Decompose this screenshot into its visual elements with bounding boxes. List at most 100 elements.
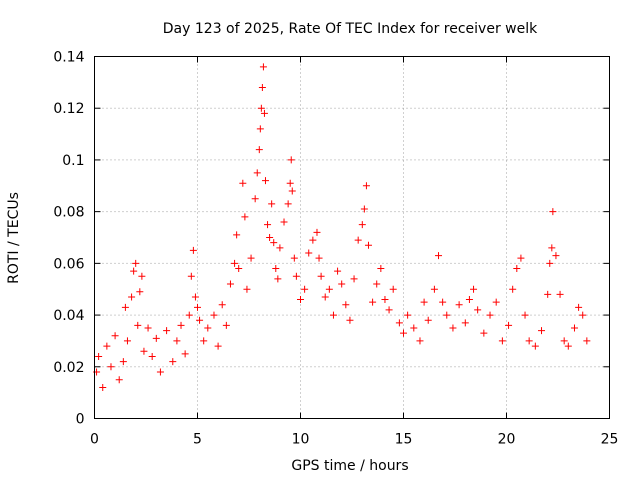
data-point: [317, 272, 325, 280]
data-point: [517, 254, 525, 262]
y-tick-label: 0: [76, 412, 85, 428]
data-point: [132, 259, 140, 267]
data-point: [325, 285, 333, 293]
data-point: [400, 329, 407, 337]
data-point: [544, 290, 552, 298]
data-point: [498, 337, 506, 345]
x-tick-label: 0: [90, 432, 99, 448]
y-tick-label: 0.14: [53, 50, 84, 66]
data-point: [329, 311, 337, 319]
data-point: [575, 303, 583, 311]
data-point: [274, 275, 282, 283]
data-point: [288, 187, 296, 195]
x-axis-title: GPS time / hours: [291, 458, 408, 474]
data-point: [364, 241, 372, 249]
data-point: [381, 296, 389, 304]
data-point: [385, 306, 393, 314]
data-point: [509, 285, 517, 293]
y-tick-label: 0.12: [53, 101, 84, 117]
data-point: [354, 236, 362, 244]
data-point: [549, 208, 557, 216]
x-tick-label: 10: [292, 432, 310, 448]
data-point: [130, 267, 138, 275]
data-point: [570, 324, 578, 332]
data-point: [152, 334, 160, 342]
data-point: [241, 213, 249, 221]
data-point: [321, 293, 329, 301]
data-point: [377, 265, 385, 273]
data-point: [123, 337, 131, 345]
data-point: [253, 169, 261, 177]
data-point: [169, 358, 177, 366]
data-point: [257, 104, 265, 112]
grid: [94, 56, 610, 419]
data-point: [226, 280, 234, 288]
data-point: [309, 236, 317, 244]
data-point: [261, 177, 269, 185]
data-point: [505, 321, 513, 329]
data-point: [140, 347, 148, 355]
data-point: [410, 324, 418, 332]
data-point: [103, 342, 111, 350]
data-point: [136, 288, 144, 296]
data-point: [334, 267, 342, 275]
data-point: [297, 296, 304, 304]
data-point: [538, 327, 546, 335]
data-point: [270, 239, 278, 247]
data-point: [138, 272, 146, 280]
data-point: [560, 337, 568, 345]
data-point: [233, 231, 241, 239]
data-point: [191, 293, 199, 301]
data-point: [546, 259, 554, 267]
data-point: [346, 316, 354, 324]
data-point: [284, 200, 292, 208]
data-point: [200, 337, 208, 345]
y-axis: 0 0.02 0.04 0.06 0.08 0.1 0.12 0.14: [53, 50, 610, 428]
data-point: [564, 342, 572, 350]
data-point: [465, 296, 473, 304]
data-point: [362, 182, 370, 190]
data-point: [276, 244, 284, 252]
data-point: [247, 254, 255, 262]
data-point: [134, 321, 142, 329]
data-point: [439, 298, 447, 306]
data-point: [338, 280, 346, 288]
data-point: [435, 252, 443, 260]
data-point: [521, 311, 529, 319]
data-point: [430, 285, 438, 293]
data-point: [404, 311, 412, 319]
data-point: [156, 368, 164, 376]
data-point: [280, 218, 288, 226]
data-point: [486, 311, 494, 319]
data-point: [583, 337, 591, 345]
data-point: [251, 195, 259, 203]
data-point: [301, 285, 309, 293]
y-tick-label: 0.04: [53, 308, 84, 324]
data-point: [231, 259, 239, 267]
x-tick-label: 5: [193, 432, 202, 448]
x-axis: 0 5 10 15 20 25: [90, 56, 618, 448]
scatter-marks: [93, 63, 591, 391]
data-point: [579, 311, 587, 319]
data-point: [204, 324, 212, 332]
data-point: [389, 285, 397, 293]
data-point: [455, 301, 463, 309]
data-point: [111, 332, 119, 340]
data-point: [119, 358, 127, 366]
data-point: [272, 265, 280, 273]
data-point: [187, 272, 195, 280]
data-point: [115, 376, 123, 384]
data-point: [480, 329, 488, 337]
data-point: [181, 350, 189, 358]
data-point: [552, 252, 560, 260]
data-point: [107, 363, 115, 371]
data-point: [256, 125, 264, 133]
data-point: [286, 179, 294, 187]
data-point: [268, 200, 276, 208]
data-point: [255, 146, 263, 154]
data-point: [95, 352, 103, 360]
data-point: [305, 249, 313, 257]
data-point: [235, 265, 243, 273]
data-point: [99, 383, 107, 391]
